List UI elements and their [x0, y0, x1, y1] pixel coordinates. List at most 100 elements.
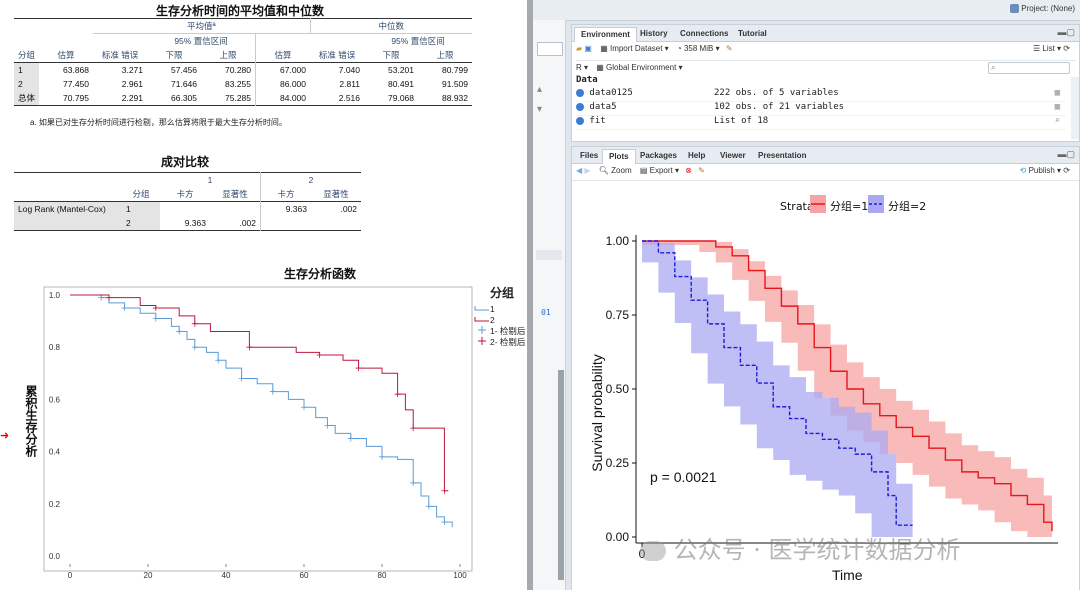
plot-frame: [43, 286, 473, 572]
variable-summary: 102 obs. of 21 variables: [714, 102, 845, 112]
language-select[interactable]: R ▾: [576, 63, 589, 72]
open-folder-icon[interactable]: ▰: [576, 44, 583, 53]
environment-row[interactable]: data0125 222 obs. of 5 variables ▦: [576, 88, 1066, 102]
table-icon[interactable]: ▦: [1054, 102, 1060, 112]
header-median: 中位数: [309, 18, 473, 34]
censor-mark: [347, 435, 354, 442]
table-cell: 75.285: [225, 93, 252, 103]
expand-icon[interactable]: [576, 102, 584, 111]
y-tick-label: 1.0: [49, 291, 61, 300]
y-tick-label: 0.8: [49, 343, 61, 352]
list-view-button[interactable]: ☰ List ▾ ⟳: [1032, 44, 1070, 53]
legend-item: 1: [474, 304, 525, 315]
col-upper: 上限: [436, 50, 454, 60]
table-cell: 2.516: [338, 93, 361, 103]
tab-viewer[interactable]: Viewer: [720, 151, 746, 160]
header-ci-mean: 95% 置信区间: [174, 36, 228, 46]
col-upper: 上限: [219, 50, 237, 60]
window-divider[interactable]: [527, 0, 533, 590]
project-menu[interactable]: Project: (None): [1010, 4, 1075, 14]
x-tick-label: 60: [300, 571, 309, 580]
table-row: 2 77.450 2.961 71.646 83.255 86.000 2.811 80.49…: [14, 77, 472, 91]
console-scrollbar[interactable]: [558, 370, 564, 580]
col-se: 标准 错误: [101, 50, 139, 60]
pairwise-col-1: 1: [207, 175, 213, 185]
environment-tabbar: Environment History Connections Tutorial…: [572, 25, 1079, 42]
table-cell: 80.799: [442, 65, 469, 75]
x-tick-label: 20: [144, 571, 153, 580]
remove-plot-icon[interactable]: ⊗: [685, 166, 692, 175]
tab-presentation[interactable]: Presentation: [758, 151, 807, 160]
table-icon[interactable]: ▦: [1054, 88, 1060, 98]
minimize-console-button[interactable]: [536, 250, 562, 260]
km-y-axis-label: Survival probability: [589, 354, 605, 472]
zoom-button[interactable]: 🔍︎ Zoom: [598, 166, 632, 175]
tab-history[interactable]: History: [640, 29, 668, 38]
memory-usage[interactable]: ◔ 358 MiB ▾: [676, 44, 720, 53]
forward-arrow-icon[interactable]: ▶: [584, 166, 591, 175]
back-arrow-icon[interactable]: ◀: [576, 166, 583, 175]
tab-packages[interactable]: Packages: [640, 151, 677, 160]
minimize-maximize-icons[interactable]: ▬▢: [1057, 149, 1075, 159]
table-cell: 71.646: [171, 79, 198, 89]
plots-pane: Files Plots Packages Help Viewer Present…: [571, 146, 1080, 590]
spss-plot-title: 生存分析函数: [283, 267, 356, 281]
broom-icon[interactable]: ✎: [725, 44, 733, 53]
survival-line-group-1: [70, 294, 453, 528]
project-icon: [1010, 4, 1019, 14]
variable-summary: 222 obs. of 5 variables: [714, 88, 839, 98]
censor-mark: [324, 422, 331, 429]
expand-icon[interactable]: [576, 88, 584, 97]
import-dataset-button[interactable]: ▦ Import Dataset ▾: [600, 44, 669, 53]
scroll-icon[interactable]: ▾: [537, 104, 543, 115]
pairwise-row-label: Log Rank (Mantel-Cox): [14, 201, 122, 216]
tab-connections[interactable]: Connections: [680, 29, 729, 38]
pairwise-chi-value: 9.363: [260, 201, 311, 216]
legend-item: 2: [474, 315, 525, 326]
scope-select[interactable]: ▦ Global Environment ▾: [596, 63, 683, 72]
censor-mark: [152, 305, 159, 312]
export-button[interactable]: ▤ Export ▾: [639, 166, 680, 175]
tab-tutorial[interactable]: Tutorial: [738, 29, 767, 38]
km-legend-title: Strata: [780, 200, 814, 213]
minimize-maximize-icons[interactable]: ▬▢: [1057, 27, 1075, 37]
col-est: 估算: [255, 48, 311, 63]
watermark: 公众号 · 医学统计数据分析: [640, 530, 961, 565]
publish-button[interactable]: ⟲ Publish ▾ ⟳: [1019, 166, 1070, 175]
x-tick-label: 80: [378, 571, 387, 580]
censor-mark: [215, 357, 222, 364]
censor-mark: [152, 315, 159, 322]
col-est: 估算: [57, 50, 75, 60]
censor-mark: [269, 388, 276, 395]
environment-row[interactable]: fit List of 18 ⌕: [576, 116, 1066, 130]
scroll-icon[interactable]: ▴: [537, 84, 543, 95]
y-tick-label: 1.00: [606, 234, 630, 248]
censor-mark: [410, 479, 417, 486]
pairwise-title: 成对比较: [160, 155, 209, 169]
tab-files[interactable]: Files: [580, 151, 599, 160]
table-cell: 83.255: [225, 79, 252, 89]
table-cell: 84.000: [255, 91, 311, 106]
expand-icon[interactable]: [576, 116, 584, 125]
km-survival-plot: Strata 分组=1 分组=2 0.00 0.25 0.50 0.75 1.00 0: [606, 195, 1058, 561]
censor-mark: [176, 328, 183, 335]
save-icon[interactable]: ▣: [584, 44, 592, 53]
pairwise-col-group: 分组: [132, 189, 150, 199]
search-icon[interactable]: ⌕: [1054, 116, 1060, 126]
tab-help[interactable]: Help: [688, 151, 706, 160]
environment-list: data0125 222 obs. of 5 variables ▦ data5 10…: [576, 88, 1066, 130]
col-group: 分组: [18, 50, 36, 60]
table-cell: 70.280: [225, 65, 252, 75]
editor-fragment[interactable]: [537, 42, 563, 56]
environment-scrollbar[interactable]: [1071, 77, 1079, 139]
spss-output-pane: 生存分析时间的平均值和中位数 平均值ª 中位数 95% 置信区间 95% 置信区…: [0, 0, 527, 590]
broom-icon[interactable]: ✎: [698, 166, 705, 175]
environment-search-input[interactable]: ⌕: [988, 62, 1070, 74]
censor-mark: [379, 453, 385, 460]
censor-mark: [355, 365, 362, 372]
tab-plots[interactable]: Plots: [602, 149, 636, 164]
environment-row[interactable]: data5 102 obs. of 21 variables ▦: [576, 102, 1066, 116]
tab-environment[interactable]: Environment: [574, 27, 637, 42]
table-cell: 3.271: [121, 65, 144, 75]
arrow-right-icon: ➜: [0, 430, 10, 442]
